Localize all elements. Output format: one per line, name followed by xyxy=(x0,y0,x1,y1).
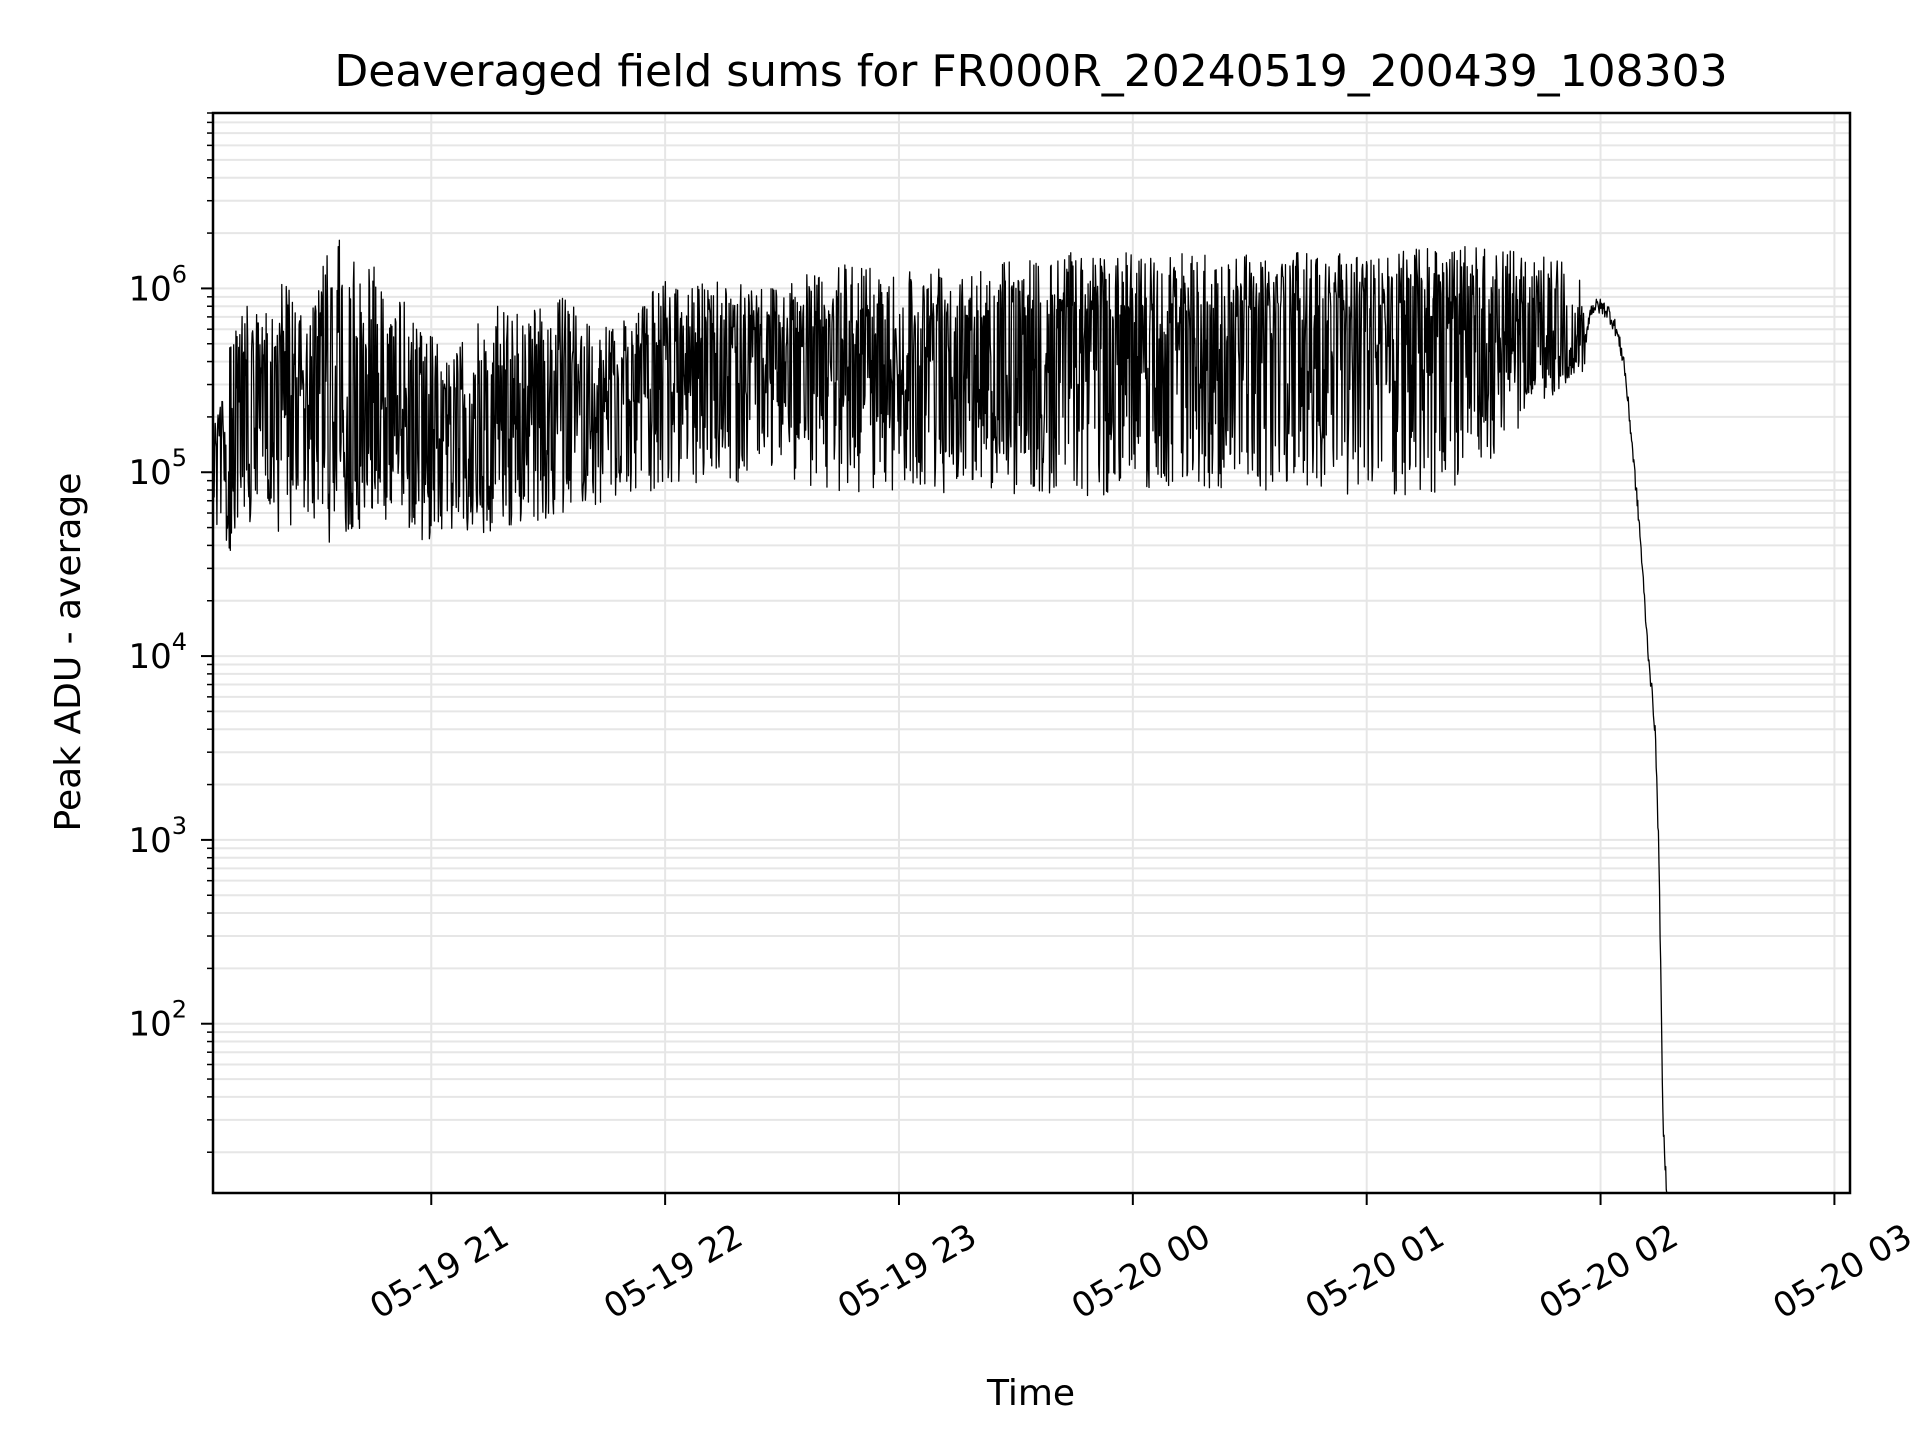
y-tick-label: 103 xyxy=(128,812,187,861)
plot-frame xyxy=(211,111,1852,1195)
series-line xyxy=(212,239,1668,1194)
y-tick-label: 106 xyxy=(128,260,187,309)
chart-title: Deaveraged field sums for FR000R_2024051… xyxy=(334,46,1727,97)
series-group xyxy=(212,239,1668,1194)
y-axis-label: Peak ADU - average xyxy=(48,473,89,832)
y-tick-label: 105 xyxy=(128,444,187,493)
x-axis-label: Time xyxy=(986,1373,1075,1414)
y-tick-label: 104 xyxy=(128,628,187,677)
y-tick-label: 102 xyxy=(128,996,187,1045)
